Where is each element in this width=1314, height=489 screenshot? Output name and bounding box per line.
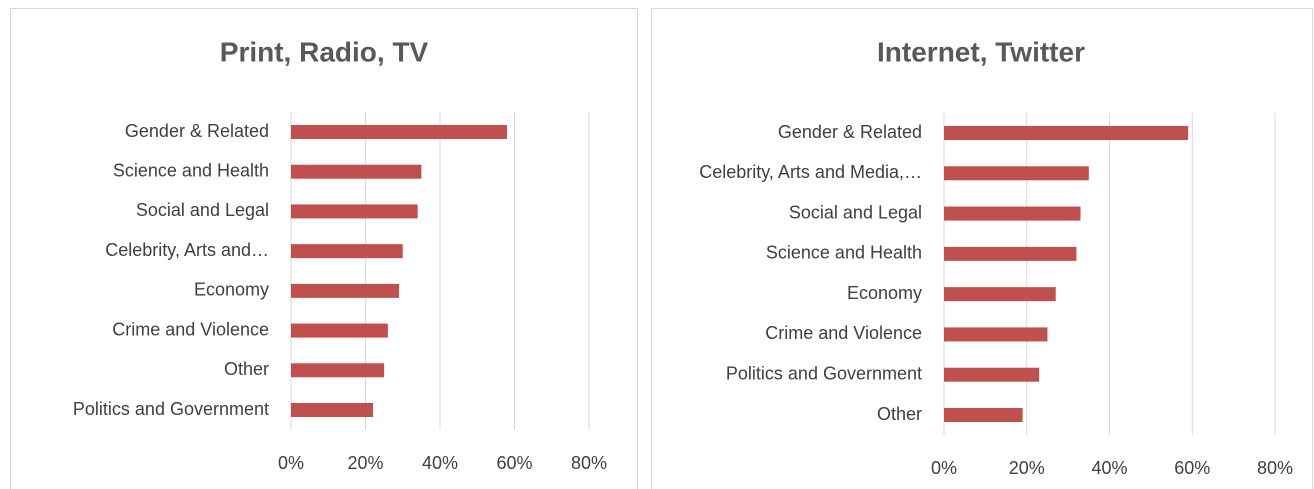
x-tick-label: 60% (496, 453, 532, 473)
y-tick-label: Science and Health (766, 243, 922, 263)
bar (944, 166, 1089, 181)
bar (291, 283, 400, 298)
bar (291, 164, 422, 179)
y-tick-label: Other (877, 404, 922, 424)
y-tick-label: Crime and Violence (765, 323, 922, 343)
y-tick-label: Science and Health (113, 160, 269, 180)
bar (291, 125, 508, 139)
bar (291, 363, 385, 378)
chart-title: Internet, Twitter (877, 36, 1085, 67)
bar (291, 403, 373, 417)
bar (291, 244, 403, 259)
y-tick-label: Politics and Government (726, 363, 922, 383)
bar (944, 246, 1077, 261)
bar (291, 323, 388, 338)
y-tick-label: Gender & Related (778, 122, 922, 142)
x-tick-label: 0% (931, 458, 957, 478)
y-tick-label: Economy (194, 280, 269, 300)
bar (944, 327, 1048, 342)
bar (944, 408, 1023, 422)
y-tick-label: Other (224, 359, 269, 379)
x-tick-label: 40% (1091, 458, 1127, 478)
x-tick-label: 60% (1174, 458, 1210, 478)
x-tick-label: 40% (422, 453, 458, 473)
bar (291, 204, 418, 219)
chart-title: Print, Radio, TV (220, 36, 429, 67)
x-tick-label: 80% (571, 453, 607, 473)
bar (944, 126, 1189, 140)
x-tick-label: 20% (1009, 458, 1045, 478)
y-tick-label: Economy (847, 283, 922, 303)
y-tick-label: Gender & Related (125, 121, 269, 141)
y-tick-label: Celebrity, Arts and… (105, 240, 269, 260)
bar (944, 206, 1081, 221)
bar (944, 287, 1056, 302)
y-tick-label: Celebrity, Arts and Media,… (699, 162, 922, 182)
x-tick-label: 0% (278, 453, 304, 473)
x-tick-label: 20% (347, 453, 383, 473)
bar (944, 367, 1040, 382)
y-tick-label: Social and Legal (789, 202, 922, 222)
x-tick-label: 80% (1257, 458, 1293, 478)
y-tick-label: Crime and Violence (112, 319, 269, 339)
y-tick-label: Politics and Government (73, 399, 269, 419)
y-tick-label: Social and Legal (136, 200, 269, 220)
